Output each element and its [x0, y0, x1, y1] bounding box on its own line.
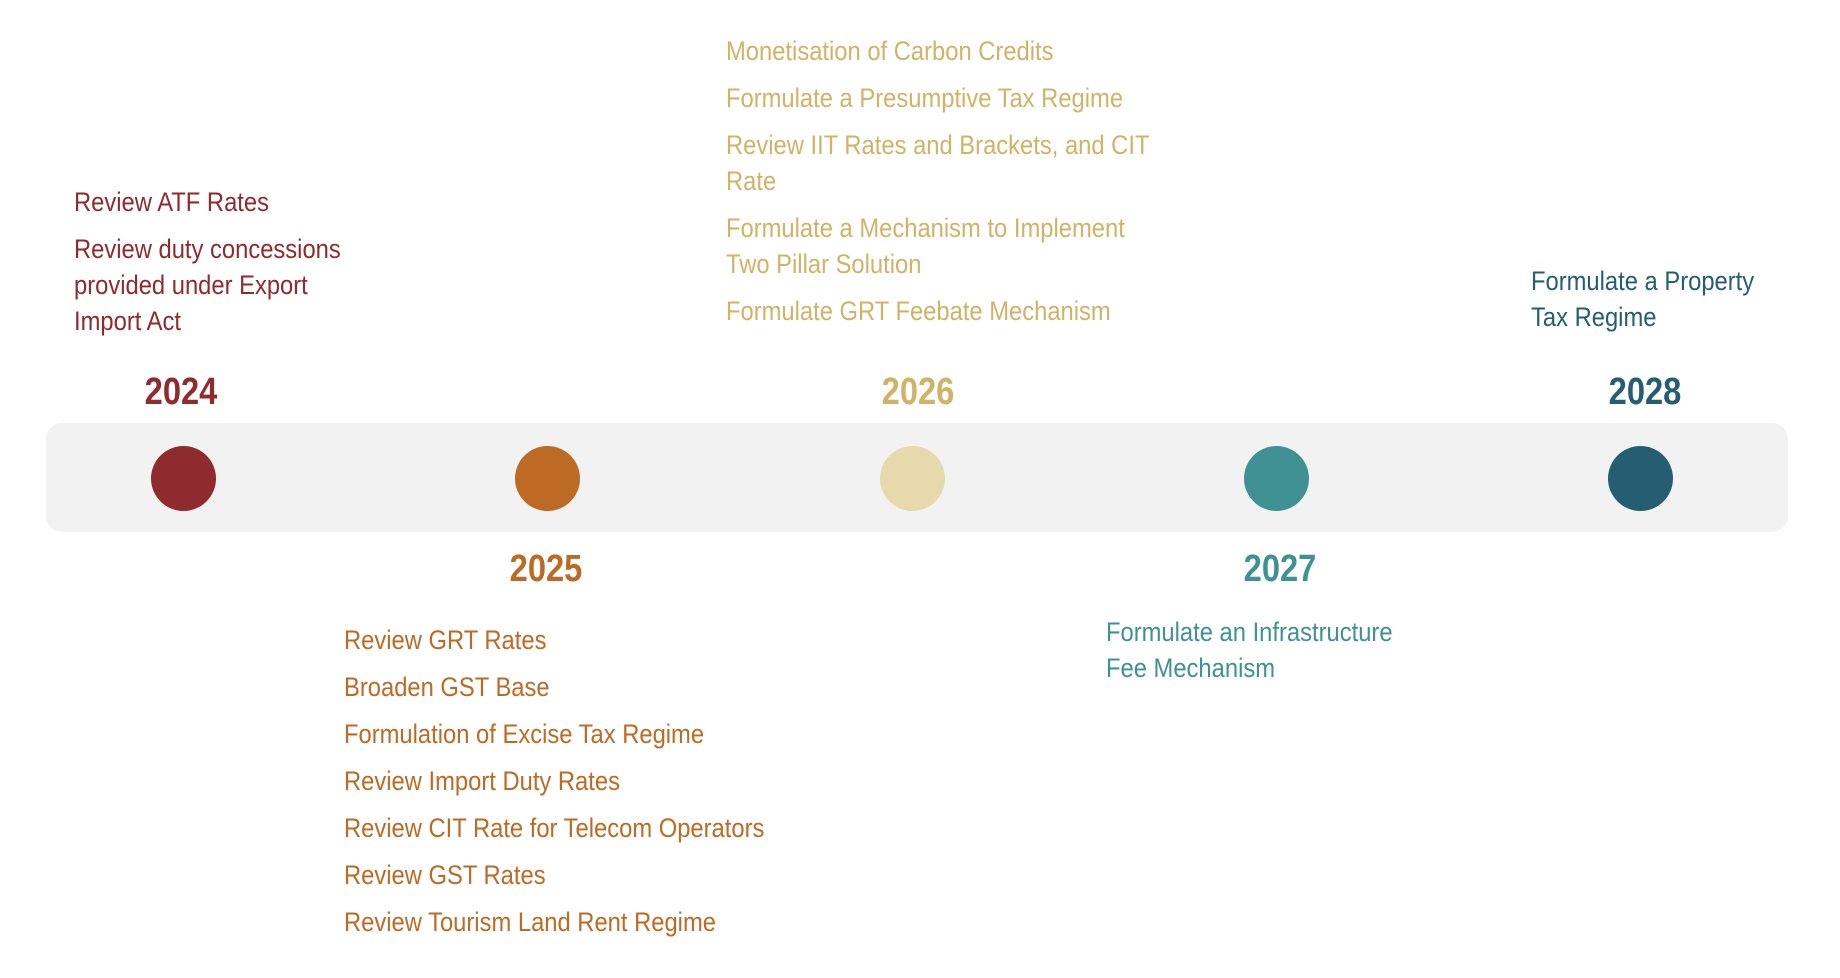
milestone-items-2024: Review ATF Rates Review duty concessions… [74, 184, 373, 350]
milestone-item: Formulate a Mechanism to Implement Two P… [726, 213, 1125, 279]
milestone-items-2028: Formulate a Property Tax Regime [1531, 263, 1786, 346]
milestone-item: Review duty concessions provided under E… [74, 234, 341, 336]
year-label-2024: 2024 [144, 371, 218, 413]
milestone-item: Review CIT Rate for Telecom Operators [344, 813, 765, 843]
milestone-item: Formulate a Presumptive Tax Regime [726, 83, 1124, 113]
year-label-2028: 2028 [1608, 371, 1682, 413]
milestone-item: Formulate an Infrastructure Fee Mechanis… [1106, 617, 1393, 683]
milestone-item: Review IIT Rates and Brackets, and CIT R… [726, 130, 1150, 196]
milestone-items-2026: Monetisation of Carbon Credits Formulate… [726, 33, 1166, 340]
milestone-items-2027: Formulate an Infrastructure Fee Mechanis… [1106, 614, 1405, 697]
milestone-item: Review Tourism Land Rent Regime [344, 907, 716, 937]
milestone-items-2025: Review GRT Rates Broaden GST Base Formul… [344, 622, 802, 951]
milestone-dot-2026 [880, 446, 945, 511]
milestone-item: Review Import Duty Rates [344, 766, 620, 796]
milestone-item: Formulate GRT Feebate Mechanism [726, 296, 1111, 326]
milestone-item: Formulate a Property Tax Regime [1531, 266, 1755, 332]
milestone-item: Formulation of Excise Tax Regime [344, 719, 705, 749]
milestone-item: Review GRT Rates [344, 625, 547, 655]
milestone-item: Broaden GST Base [344, 672, 550, 702]
milestone-item: Review GST Rates [344, 860, 546, 890]
year-label-2025: 2025 [509, 548, 583, 590]
year-label-2027: 2027 [1243, 548, 1317, 590]
milestone-item: Monetisation of Carbon Credits [726, 36, 1054, 66]
milestone-dot-2024 [151, 446, 216, 511]
year-label-2026: 2026 [881, 371, 955, 413]
milestone-dot-2028 [1608, 446, 1673, 511]
milestone-item: Review ATF Rates [74, 187, 269, 217]
milestone-dot-2025 [515, 446, 580, 511]
milestone-dot-2027 [1244, 446, 1309, 511]
